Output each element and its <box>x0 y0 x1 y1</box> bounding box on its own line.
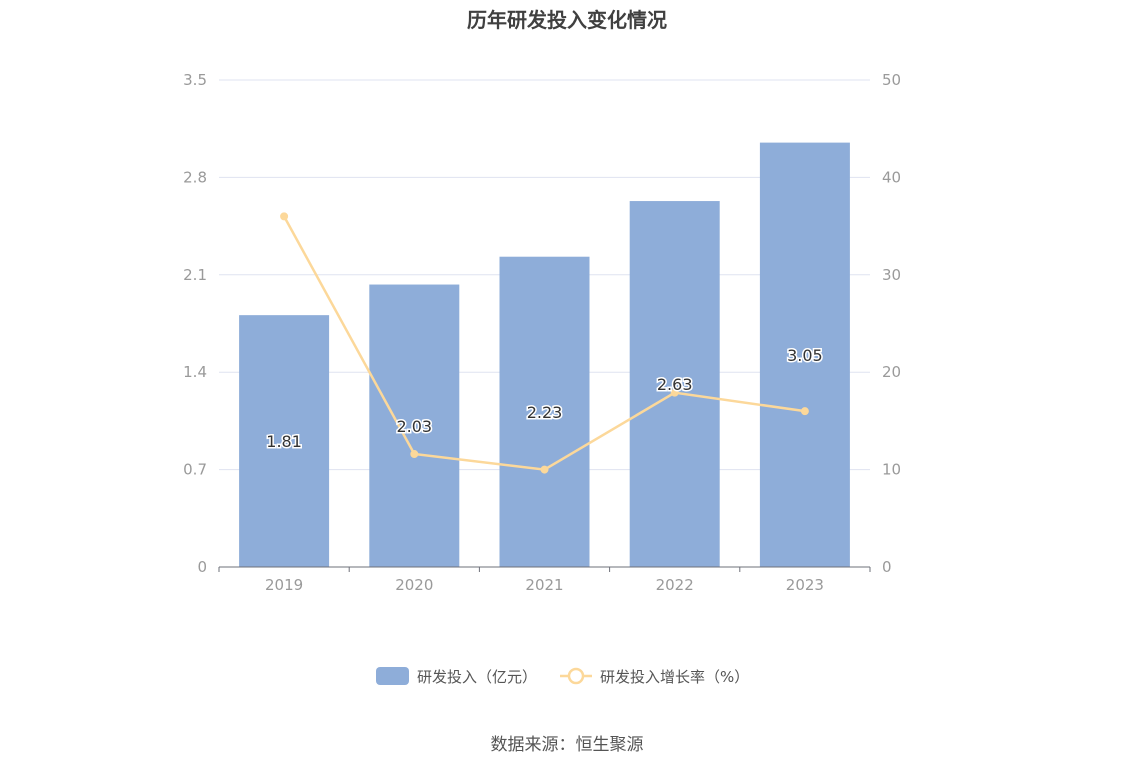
y-right-tick-label: 20 <box>882 363 901 381</box>
x-tick-label: 2022 <box>656 576 694 594</box>
bar-data-label: 2.03 <box>396 417 432 436</box>
chart-title: 历年研发投入变化情况 <box>467 8 667 32</box>
line-point <box>800 407 809 416</box>
x-tick-label: 2023 <box>786 576 824 594</box>
x-tick-label: 2020 <box>395 576 433 594</box>
line-point <box>540 465 549 474</box>
bar <box>629 201 720 567</box>
bar <box>239 315 330 567</box>
y-left-tick-label: 1.4 <box>183 363 207 381</box>
source-note: 数据来源：恒生聚源 <box>490 735 644 755</box>
bar-data-label: 1.81 <box>266 432 302 451</box>
legend-label-line: 研发投入增长率（%） <box>600 668 749 686</box>
legend-swatch-marker <box>567 667 585 685</box>
y-left-tick-label: 2.1 <box>183 266 207 284</box>
bar-data-label: 2.23 <box>527 403 563 422</box>
line-point <box>280 212 289 221</box>
y-right-tick-label: 10 <box>882 461 901 479</box>
y-right-tick-label: 50 <box>882 71 901 89</box>
line-point <box>670 388 679 397</box>
y-left-tick-label: 2.8 <box>183 168 207 186</box>
x-tick-label: 2019 <box>265 576 303 594</box>
legend-label-bar: 研发投入（亿元） <box>417 668 537 686</box>
bar-data-label: 2.63 <box>657 375 693 394</box>
y-left-tick-label: 0.7 <box>183 461 207 479</box>
bar <box>499 256 590 567</box>
y-right-tick-label: 0 <box>882 558 892 576</box>
y-right-tick-label: 30 <box>882 266 901 284</box>
bar <box>369 284 460 567</box>
y-left-tick-label: 0 <box>197 558 207 576</box>
legend-swatch-bar <box>376 667 409 685</box>
bar <box>759 142 850 567</box>
line-point <box>410 450 419 459</box>
y-left-tick-label: 3.5 <box>183 71 207 89</box>
x-tick-label: 2021 <box>525 576 563 594</box>
y-right-tick-label: 40 <box>882 168 901 186</box>
bar-data-label: 3.05 <box>787 346 823 365</box>
